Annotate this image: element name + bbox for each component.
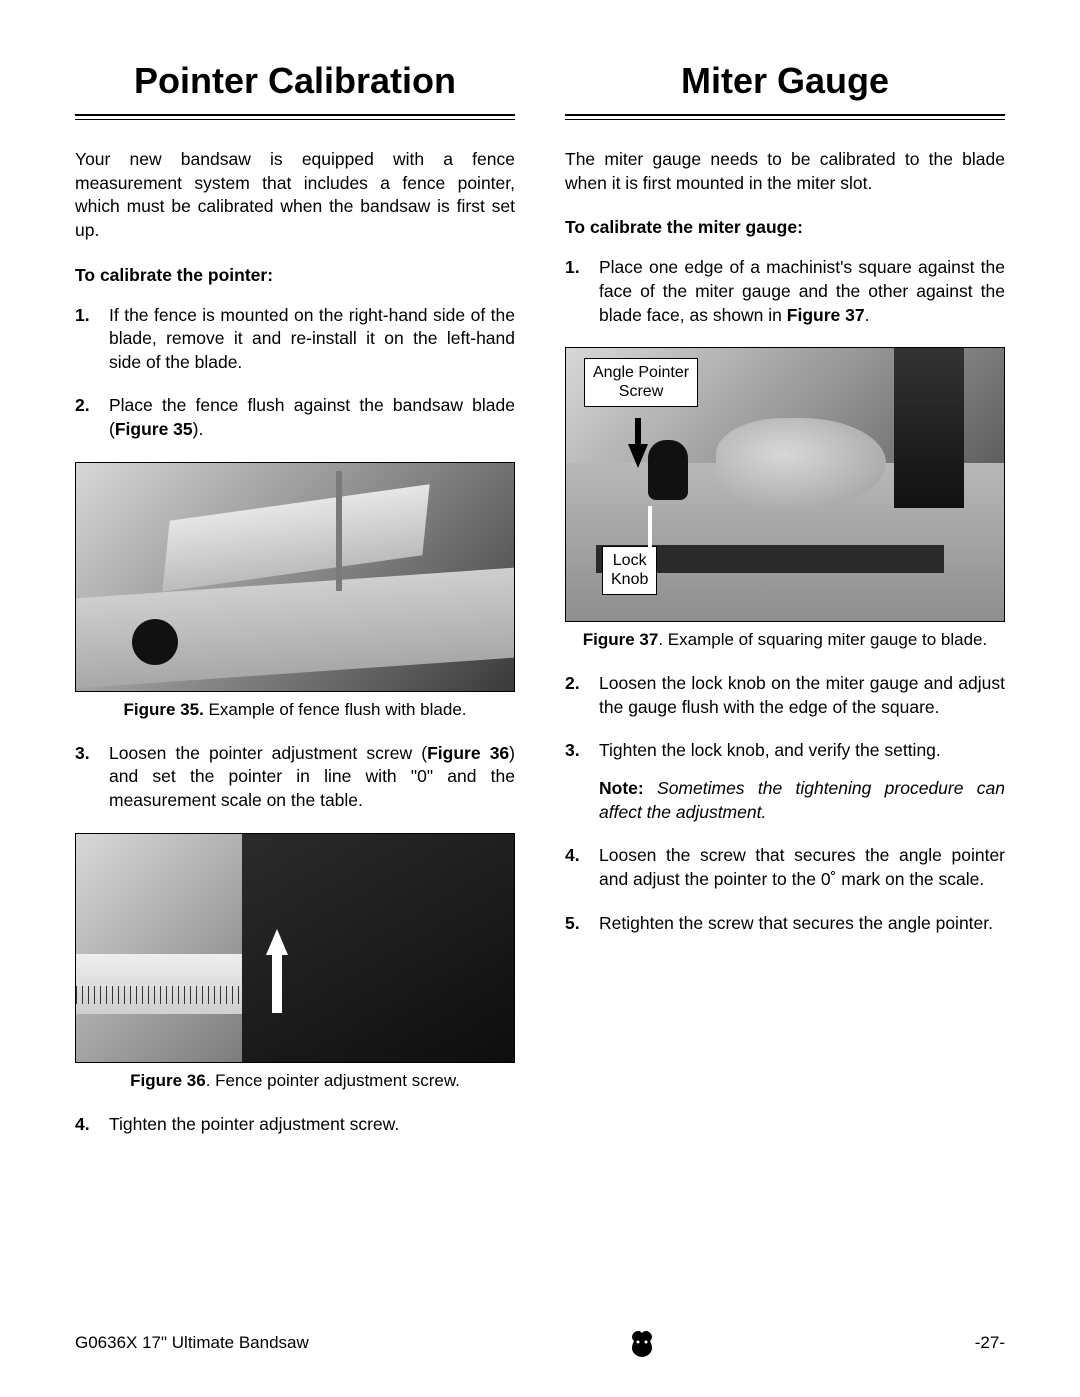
step-2: 2. Loosen the lock knob on the miter gau… bbox=[565, 672, 1005, 719]
step-5: 5. Retighten the screw that secures the … bbox=[565, 912, 1005, 936]
figure-37-image: Angle Pointer Screw Lock Knob bbox=[565, 347, 1005, 622]
arrow-icon bbox=[628, 444, 648, 468]
page-footer: G0636X 17" Ultimate Bandsaw -27- bbox=[75, 1327, 1005, 1359]
miter-steps-list-cont: 2. Loosen the lock knob on the miter gau… bbox=[565, 672, 1005, 935]
callout-line: Lock bbox=[613, 552, 647, 569]
rule-divider bbox=[565, 114, 1005, 120]
figure-ref: Figure 37 bbox=[787, 305, 865, 325]
footer-page-number: -27- bbox=[975, 1333, 1005, 1353]
figure-37-caption: Figure 37. Example of squaring miter gau… bbox=[565, 630, 1005, 650]
figure-label: Figure 36 bbox=[130, 1071, 206, 1090]
miter-steps-list: 1. Place one edge of a machinist's squar… bbox=[565, 256, 1005, 327]
figure-36-image bbox=[75, 833, 515, 1063]
arrow-icon bbox=[648, 506, 652, 548]
pointer-steps-list-cont: 3. Loosen the pointer adjustment screw (… bbox=[75, 742, 515, 813]
figure-ref: Figure 36 bbox=[427, 743, 509, 763]
footer-product: G0636X 17" Ultimate Bandsaw bbox=[75, 1333, 309, 1353]
step-number: 2. bbox=[565, 672, 580, 696]
intro-paragraph: The miter gauge needs to be calibrated t… bbox=[565, 148, 1005, 195]
arrow-icon bbox=[266, 929, 288, 955]
step-number: 4. bbox=[75, 1113, 90, 1137]
step-text-part: . bbox=[865, 305, 870, 325]
callout-line: Knob bbox=[611, 571, 648, 588]
figure-35-image bbox=[75, 462, 515, 692]
callout-angle-pointer-screw: Angle Pointer Screw bbox=[584, 358, 698, 406]
subhead-calibrate-pointer: To calibrate the pointer: bbox=[75, 265, 515, 286]
callout-lock-knob: Lock Knob bbox=[602, 546, 657, 594]
step-text-part: Loosen the pointer adjustment screw ( bbox=[109, 743, 427, 763]
figure-caption-text: . Fence pointer adjustment screw. bbox=[206, 1071, 460, 1090]
step-4: 4. Tighten the pointer adjustment screw. bbox=[75, 1113, 515, 1137]
bear-logo-icon bbox=[626, 1327, 658, 1359]
intro-paragraph: Your new bandsaw is equipped with a fenc… bbox=[75, 148, 515, 243]
step-text-part: ). bbox=[193, 419, 204, 439]
step-number: 2. bbox=[75, 394, 90, 418]
pointer-steps-list-cont2: 4. Tighten the pointer adjustment screw. bbox=[75, 1113, 515, 1137]
step-2: 2. Place the fence flush against the ban… bbox=[75, 394, 515, 441]
step-text: Tighten the lock knob, and verify the se… bbox=[599, 740, 941, 760]
subhead-calibrate-miter: To calibrate the miter gauge: bbox=[565, 217, 1005, 238]
step-text: Loosen the screw that secures the angle … bbox=[599, 845, 1005, 889]
step-text: Retighten the screw that secures the ang… bbox=[599, 913, 993, 933]
heading-miter-gauge: Miter Gauge bbox=[565, 60, 1005, 102]
heading-pointer-calibration: Pointer Calibration bbox=[75, 60, 515, 102]
step-1: 1. If the fence is mounted on the right-… bbox=[75, 304, 515, 375]
figure-label: Figure 37 bbox=[583, 630, 659, 649]
pointer-steps-list: 1. If the fence is mounted on the right-… bbox=[75, 304, 515, 442]
step-text: If the fence is mounted on the right-han… bbox=[109, 305, 515, 372]
note-label: Note: bbox=[599, 778, 644, 798]
rule-divider bbox=[75, 114, 515, 120]
step-number: 3. bbox=[75, 742, 90, 766]
callout-line: Screw bbox=[619, 383, 663, 400]
callout-line: Angle Pointer bbox=[593, 364, 689, 381]
note-block: Note: Sometimes the tightening procedure… bbox=[599, 777, 1005, 824]
step-number: 5. bbox=[565, 912, 580, 936]
figure-36-caption: Figure 36. Fence pointer adjustment scre… bbox=[75, 1071, 515, 1091]
step-1: 1. Place one edge of a machinist's squar… bbox=[565, 256, 1005, 327]
figure-ref: Figure 35 bbox=[115, 419, 193, 439]
step-number: 4. bbox=[565, 844, 580, 868]
right-column: Miter Gauge The miter gauge needs to be … bbox=[565, 60, 1005, 1156]
figure-label: Figure 35. bbox=[123, 700, 203, 719]
step-4: 4. Loosen the screw that secures the ang… bbox=[565, 844, 1005, 891]
step-3: 3. Loosen the pointer adjustment screw (… bbox=[75, 742, 515, 813]
note-body: Sometimes the tightening procedure can a… bbox=[599, 778, 1005, 822]
figure-35-caption: Figure 35. Example of fence flush with b… bbox=[75, 700, 515, 720]
figure-caption-text: Example of fence flush with blade. bbox=[204, 700, 467, 719]
step-text: Tighten the pointer adjustment screw. bbox=[109, 1114, 399, 1134]
step-text: Loosen the lock knob on the miter gauge … bbox=[599, 673, 1005, 717]
step-number: 3. bbox=[565, 739, 580, 763]
step-3: 3. Tighten the lock knob, and verify the… bbox=[565, 739, 1005, 824]
step-number: 1. bbox=[75, 304, 90, 328]
figure-caption-text: . Example of squaring miter gauge to bla… bbox=[658, 630, 987, 649]
step-number: 1. bbox=[565, 256, 580, 280]
left-column: Pointer Calibration Your new bandsaw is … bbox=[75, 60, 515, 1156]
